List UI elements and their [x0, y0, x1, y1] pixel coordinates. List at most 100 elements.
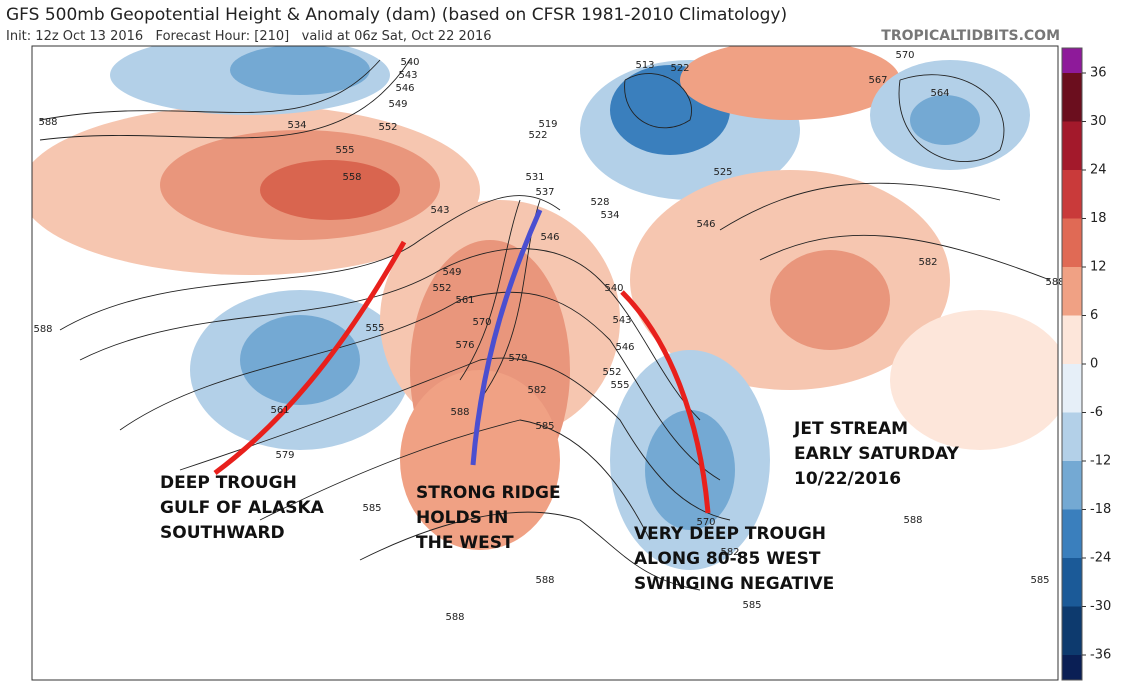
annotation-text: HOLDS IN	[416, 508, 508, 528]
contour-label: 543	[430, 205, 449, 216]
annotation-text: SOUTHWARD	[160, 523, 285, 543]
contour-label: 585	[1030, 575, 1049, 586]
contour-label: 534	[600, 210, 619, 221]
contour-label: 552	[432, 283, 451, 294]
colorbar-cell	[1062, 315, 1082, 364]
subtitle: Init: 12z Oct 13 2016 Forecast Hour: [21…	[6, 29, 492, 44]
colorbar-tick-label: -36	[1090, 648, 1111, 663]
contour-label: 582	[918, 257, 937, 268]
colorbar-cell	[1062, 170, 1082, 219]
contour-label: 588	[33, 324, 52, 335]
annotation-text: ALONG 80-85 WEST	[634, 549, 821, 569]
colorbar-tick-label: 24	[1090, 163, 1107, 178]
contour-label: 570	[895, 50, 914, 61]
colorbar-tick-label: -18	[1090, 502, 1111, 517]
contour-label: 570	[472, 317, 491, 328]
contour-label: 588	[535, 575, 554, 586]
colorbar-tick-label: 30	[1090, 114, 1107, 129]
colorbar-cell	[1062, 364, 1082, 413]
contour-label: 555	[610, 380, 629, 391]
annotation-text: 10/22/2016	[794, 469, 901, 489]
colorbar-cell	[1062, 412, 1082, 461]
colorbar-tick-label: -30	[1090, 599, 1111, 614]
annotation-text: STRONG RIDGE	[416, 483, 561, 503]
contour-label: 561	[270, 405, 289, 416]
colorbar-cell	[1062, 606, 1082, 655]
contour-label: 588	[450, 407, 469, 418]
map	[32, 46, 1058, 680]
colorbar-cell	[1062, 218, 1082, 267]
colorbar-cell	[1062, 558, 1082, 607]
annotation-text: DEEP TROUGH	[160, 473, 297, 493]
annotation-text: SWINGING NEGATIVE	[634, 574, 834, 594]
contour-label: 588	[1045, 277, 1064, 288]
contour-labels: 570 567 564 588 534 540 543 546 549 552 555 558 513 5…	[33, 50, 1064, 623]
contour-label: 564	[930, 88, 949, 99]
colorbar-cell	[1062, 655, 1082, 680]
contour-label: 522	[670, 63, 689, 74]
contour-label: 555	[335, 145, 354, 156]
contour-label: 588	[445, 612, 464, 623]
contour-label: 519	[538, 119, 557, 130]
colorbar-cell	[1062, 267, 1082, 316]
contour-label: 582	[527, 385, 546, 396]
contour-label: 537	[535, 187, 554, 198]
colorbar-tick-label: 6	[1090, 308, 1098, 323]
contour-label: 540	[400, 57, 419, 68]
annotation-text: THE WEST	[416, 533, 514, 553]
colorbar-cell	[1062, 509, 1082, 558]
annotation-text: GULF OF ALASKA	[160, 498, 325, 518]
contour-label: 552	[378, 122, 397, 133]
contour-label: 585	[535, 421, 554, 432]
contour-label: 522	[528, 130, 547, 141]
colorbar-tick-label: -6	[1090, 405, 1103, 420]
colorbar-cell	[1062, 48, 1082, 73]
contour-label: 588	[903, 515, 922, 526]
contour-label: 549	[388, 99, 407, 110]
contour-label: 570	[696, 517, 715, 528]
annotation-text: EARLY SATURDAY	[794, 444, 959, 464]
annotations: DEEP TROUGH GULF OF ALASKA SOUTHWARD STRONG…	[160, 419, 959, 594]
map-frame	[31, 45, 1059, 681]
contour-label: 576	[455, 340, 474, 351]
contour-label: 546	[696, 219, 715, 230]
contour-label: 579	[275, 450, 294, 461]
contour-label: 525	[713, 167, 732, 178]
contour-label: 513	[635, 60, 654, 71]
contour-label: 543	[398, 70, 417, 81]
contour-label: 588	[38, 117, 57, 128]
colorbar-tick-label: -24	[1090, 551, 1111, 566]
contour-label: 549	[442, 267, 461, 278]
contour-label: 585	[362, 503, 381, 514]
title: GFS 500mb Geopotential Height & Anomaly …	[6, 5, 787, 25]
contour-label: 579	[508, 353, 527, 364]
colorbar-tick-label: 12	[1090, 260, 1107, 275]
colorbar-cell	[1062, 121, 1082, 170]
contour-label: 546	[615, 342, 634, 353]
colorbar-tick-label: -12	[1090, 454, 1111, 469]
contour-label: 558	[342, 172, 361, 183]
contour-label: 528	[590, 197, 609, 208]
contour-label: 534	[287, 120, 306, 131]
colorbar-cell	[1062, 73, 1082, 122]
contour-label: 561	[455, 295, 474, 306]
contour-label: 555	[365, 323, 384, 334]
contour-label: 546	[540, 232, 559, 243]
contour-label: 567	[868, 75, 887, 86]
source: TROPICALTIDBITS.COM	[881, 28, 1060, 44]
contour-label: 582	[720, 547, 739, 558]
colorbar-tick-label: 18	[1090, 211, 1107, 226]
colorbar-cell	[1062, 461, 1082, 510]
colorbar-tick-label: 36	[1090, 66, 1107, 81]
colorbar-tick-label: 0	[1090, 357, 1098, 372]
contour-label: 531	[525, 172, 544, 183]
annotation-text: VERY DEEP TROUGH	[634, 524, 826, 544]
contour-label: 540	[604, 283, 623, 294]
annotation-text: JET STREAM	[793, 419, 908, 439]
contour-label: 543	[612, 315, 631, 326]
contour-label: 552	[602, 367, 621, 378]
contour-label: 585	[742, 600, 761, 611]
contour-label: 546	[395, 83, 414, 94]
colorbar: 36 30 24 18 12 6 0 -6 -12 -18 -24 -30 -36	[1061, 47, 1111, 681]
